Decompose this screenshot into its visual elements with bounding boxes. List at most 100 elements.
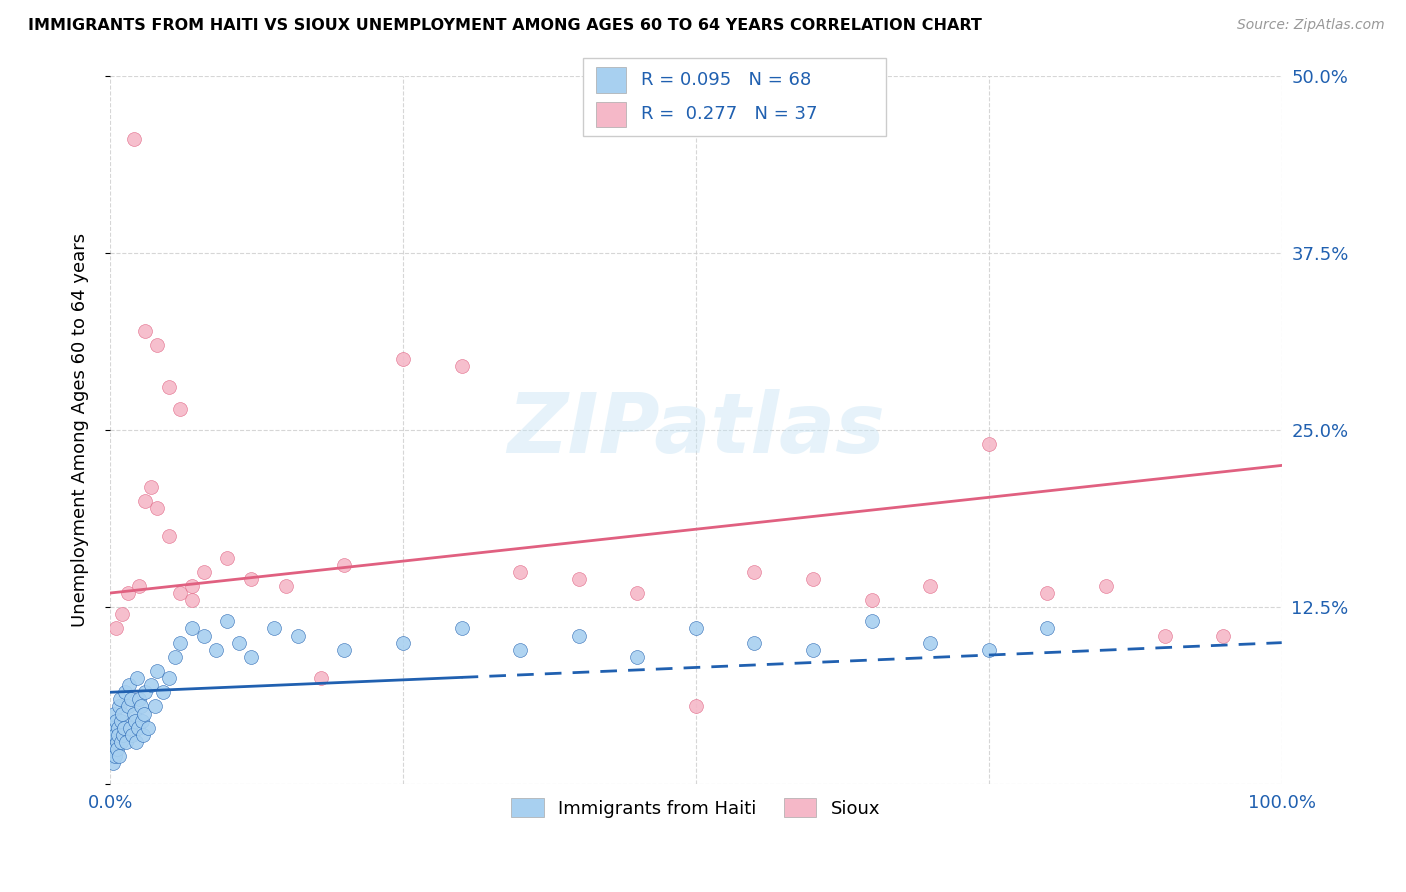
Point: [114, 685, 136, 699]
Point: [134, 324, 156, 338]
Point: [181, 593, 204, 607]
Point: [392, 352, 415, 367]
Point: [134, 685, 156, 699]
Point: [103, 742, 125, 756]
Point: [143, 699, 166, 714]
Point: [626, 649, 648, 664]
Point: [193, 565, 215, 579]
Point: [110, 714, 132, 728]
Point: [333, 642, 356, 657]
Point: [744, 565, 766, 579]
Point: [977, 642, 1000, 657]
Point: [107, 728, 129, 742]
Point: [118, 721, 141, 735]
Point: [108, 699, 131, 714]
Point: [450, 359, 472, 374]
Point: [118, 678, 141, 692]
Point: [146, 338, 169, 352]
Point: [111, 728, 134, 742]
Point: [104, 728, 127, 742]
Point: [801, 572, 824, 586]
Point: [101, 749, 124, 764]
Point: [122, 132, 145, 146]
Point: [860, 615, 883, 629]
Point: [169, 586, 191, 600]
Point: [152, 685, 174, 699]
Point: [124, 714, 146, 728]
Point: [107, 721, 129, 735]
Point: [228, 635, 250, 649]
Point: [801, 642, 824, 657]
Point: [128, 692, 150, 706]
Point: [108, 749, 131, 764]
Point: [193, 629, 215, 643]
Point: [104, 622, 127, 636]
Point: [239, 572, 262, 586]
Y-axis label: Unemployment Among Ages 60 to 64 years: Unemployment Among Ages 60 to 64 years: [72, 233, 89, 627]
Point: [239, 649, 262, 664]
Point: [128, 579, 150, 593]
Point: [125, 671, 148, 685]
Point: [122, 706, 145, 721]
Point: [117, 699, 139, 714]
Point: [146, 664, 169, 678]
Point: [111, 607, 134, 622]
Point: [115, 735, 138, 749]
Point: [101, 756, 124, 771]
Point: [181, 622, 204, 636]
Text: ZIPatlas: ZIPatlas: [508, 390, 884, 470]
Point: [129, 699, 152, 714]
Point: [111, 706, 134, 721]
Point: [287, 629, 309, 643]
Point: [509, 642, 531, 657]
Point: [685, 622, 707, 636]
Point: [132, 706, 155, 721]
Point: [100, 735, 122, 749]
Point: [146, 500, 169, 515]
Point: [103, 706, 125, 721]
Legend: Immigrants from Haiti, Sioux: Immigrants from Haiti, Sioux: [505, 791, 887, 825]
Point: [1036, 622, 1059, 636]
Point: [860, 593, 883, 607]
Point: [309, 671, 332, 685]
Point: [169, 635, 191, 649]
Point: [120, 692, 142, 706]
Point: [263, 622, 285, 636]
Point: [920, 579, 942, 593]
Text: R = 0.095   N = 68: R = 0.095 N = 68: [641, 71, 811, 89]
Point: [217, 550, 239, 565]
Point: [104, 714, 127, 728]
Point: [920, 635, 942, 649]
Point: [136, 721, 159, 735]
Point: [568, 629, 591, 643]
Point: [217, 615, 239, 629]
Point: [139, 678, 162, 692]
Point: [105, 742, 128, 756]
Point: [163, 649, 186, 664]
Point: [105, 735, 128, 749]
Point: [108, 692, 131, 706]
Point: [157, 529, 180, 543]
Text: IMMIGRANTS FROM HAITI VS SIOUX UNEMPLOYMENT AMONG AGES 60 TO 64 YEARS CORRELATIO: IMMIGRANTS FROM HAITI VS SIOUX UNEMPLOYM…: [28, 18, 981, 33]
Point: [127, 721, 149, 735]
Point: [392, 635, 415, 649]
Point: [1036, 586, 1059, 600]
Point: [139, 480, 162, 494]
Point: [685, 699, 707, 714]
Point: [117, 586, 139, 600]
Point: [744, 635, 766, 649]
Point: [509, 565, 531, 579]
Point: [157, 671, 180, 685]
Point: [181, 579, 204, 593]
Point: [121, 728, 143, 742]
Text: R =  0.277   N = 37: R = 0.277 N = 37: [641, 105, 817, 123]
Point: [1095, 579, 1118, 593]
Text: Source: ZipAtlas.com: Source: ZipAtlas.com: [1237, 18, 1385, 32]
Point: [112, 721, 135, 735]
Point: [101, 721, 124, 735]
Point: [157, 380, 180, 394]
Point: [125, 735, 148, 749]
Point: [104, 749, 127, 764]
Point: [568, 572, 591, 586]
Point: [204, 642, 226, 657]
